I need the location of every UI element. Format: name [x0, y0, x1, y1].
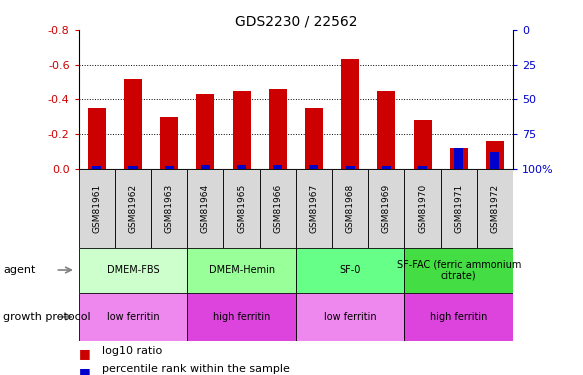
Bar [259, 169, 296, 248]
Bar [187, 248, 296, 292]
Bar [405, 292, 513, 341]
Bar [296, 292, 405, 341]
Bar [128, 166, 138, 169]
Bar [151, 169, 187, 248]
Bar [377, 91, 395, 169]
Bar [413, 120, 431, 169]
Bar [79, 292, 187, 341]
Text: GSM81971: GSM81971 [454, 183, 463, 233]
Bar [296, 169, 332, 248]
Bar [486, 141, 504, 169]
Bar [477, 169, 513, 248]
Bar [296, 248, 405, 292]
Bar [187, 292, 296, 341]
Text: GSM81964: GSM81964 [201, 183, 210, 232]
Bar [160, 117, 178, 169]
Bar [341, 60, 359, 169]
Bar [187, 169, 223, 248]
Bar [490, 152, 500, 169]
Text: high ferritin: high ferritin [213, 312, 271, 322]
Bar [305, 108, 323, 169]
Text: GSM81972: GSM81972 [490, 183, 500, 232]
Text: growth protocol: growth protocol [3, 312, 90, 322]
Bar [441, 169, 477, 248]
Text: low ferritin: low ferritin [107, 312, 159, 322]
Bar [233, 91, 251, 169]
Text: low ferritin: low ferritin [324, 312, 377, 322]
Bar [124, 79, 142, 169]
Text: GSM81968: GSM81968 [346, 183, 354, 233]
Text: GSM81967: GSM81967 [310, 183, 318, 233]
Bar [449, 148, 468, 169]
Bar [382, 166, 391, 169]
Bar [115, 169, 151, 248]
Bar [269, 89, 287, 169]
Text: DMEM-FBS: DMEM-FBS [107, 265, 159, 275]
Bar [332, 169, 368, 248]
Text: GSM81969: GSM81969 [382, 183, 391, 233]
Bar [346, 166, 354, 169]
Text: GSM81965: GSM81965 [237, 183, 246, 233]
Bar [454, 148, 463, 169]
Text: percentile rank within the sample: percentile rank within the sample [102, 364, 290, 375]
Text: GSM81961: GSM81961 [92, 183, 101, 233]
Bar [79, 248, 187, 292]
Bar [92, 166, 101, 169]
Text: agent: agent [3, 265, 36, 275]
Bar [405, 248, 513, 292]
Bar [88, 108, 106, 169]
Text: SF-FAC (ferric ammonium
citrate): SF-FAC (ferric ammonium citrate) [396, 259, 521, 281]
Text: GSM81970: GSM81970 [418, 183, 427, 233]
Bar [196, 94, 215, 169]
Bar [223, 169, 259, 248]
Text: GSM81966: GSM81966 [273, 183, 282, 233]
Text: high ferritin: high ferritin [430, 312, 487, 322]
Text: ■: ■ [79, 347, 90, 360]
Text: GSM81963: GSM81963 [164, 183, 174, 233]
Title: GDS2230 / 22562: GDS2230 / 22562 [234, 15, 357, 29]
Bar [405, 169, 441, 248]
Bar [418, 166, 427, 169]
Text: GSM81962: GSM81962 [128, 183, 138, 232]
Text: DMEM-Hemin: DMEM-Hemin [209, 265, 275, 275]
Text: ■: ■ [79, 366, 90, 375]
Bar [164, 166, 174, 169]
Bar [310, 165, 318, 169]
Bar [201, 165, 210, 169]
Text: SF-0: SF-0 [339, 265, 361, 275]
Bar [273, 165, 282, 169]
Text: log10 ratio: log10 ratio [102, 346, 162, 356]
Bar [237, 165, 246, 169]
Bar [368, 169, 405, 248]
Bar [79, 169, 115, 248]
